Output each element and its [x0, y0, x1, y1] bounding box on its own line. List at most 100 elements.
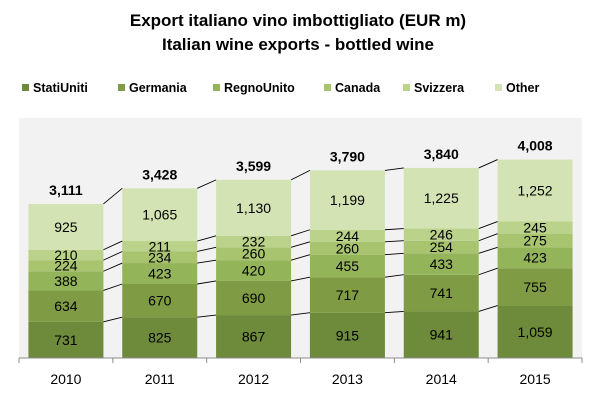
connector-line — [197, 280, 217, 285]
connector-line — [478, 305, 498, 312]
connector-line — [478, 267, 498, 276]
data-label-svizzera-2013: 244 — [336, 228, 360, 244]
bar-segment-other-2011 — [122, 188, 198, 242]
bar-segment-canada-2011 — [122, 251, 198, 264]
legend-swatch-regnounito — [213, 84, 220, 91]
connector-line — [103, 316, 123, 323]
legend-label-canada: Canada — [335, 81, 381, 95]
bar-segment-regnounito-2012 — [216, 260, 292, 281]
bar-segment-other-2010 — [28, 203, 104, 250]
total-label-2012: 3,599 — [236, 158, 271, 174]
data-label-regnounito-2013: 455 — [336, 258, 360, 274]
x-tick-label-2015: 2015 — [520, 371, 551, 387]
bar-segment-canada-2013 — [309, 241, 385, 255]
bar-segment-statiuniti-2012 — [216, 315, 292, 358]
data-label-svizzera-2012: 232 — [242, 234, 266, 250]
bar-segment-statiuniti-2011 — [122, 317, 198, 358]
data-label-germania-2011: 670 — [148, 293, 172, 309]
data-label-statiuniti-2013: 915 — [336, 327, 360, 343]
bar-segment-canada-2014 — [403, 240, 479, 254]
x-tick-label-2013: 2013 — [332, 371, 363, 387]
bar-segment-svizzera-2011 — [122, 241, 198, 252]
data-label-germania-2014: 741 — [430, 285, 454, 301]
data-label-canada-2015: 275 — [523, 232, 547, 248]
bar-segment-other-2012 — [216, 179, 292, 236]
bar-segment-other-2015 — [497, 159, 573, 222]
connector-line — [103, 251, 123, 261]
connector-line — [384, 252, 404, 256]
connector-line — [290, 254, 311, 261]
bar-segment-regnounito-2013 — [309, 254, 385, 278]
data-label-canada-2012: 260 — [242, 246, 266, 262]
bar-segment-canada-2012 — [216, 247, 292, 261]
connector-line — [478, 221, 498, 229]
bar-segment-germania-2012 — [216, 280, 292, 316]
connector-line — [290, 169, 311, 181]
data-label-statiuniti-2010: 731 — [54, 332, 78, 348]
connector-line — [291, 312, 310, 316]
data-label-canada-2014: 254 — [430, 239, 454, 255]
connector-line — [384, 167, 404, 171]
total-label-2010: 3,111 — [49, 182, 83, 198]
bar-segment-regnounito-2011 — [122, 263, 198, 284]
legend-label-svizzera: Svizzera — [414, 81, 465, 95]
x-tick-label-2014: 2014 — [426, 371, 457, 387]
data-label-other-2015: 1,252 — [518, 183, 553, 199]
data-label-other-2013: 1,199 — [330, 192, 365, 208]
bar-segment-germania-2013 — [309, 277, 385, 313]
data-label-canada-2010: 224 — [54, 258, 78, 274]
bar-segment-svizzera-2014 — [403, 228, 479, 241]
data-label-regnounito-2010: 388 — [54, 273, 78, 289]
connector-line — [197, 314, 217, 318]
legend-swatch-svizzera — [403, 84, 410, 91]
legend-label-statiuniti: StatiUniti — [33, 81, 88, 95]
connector-line — [103, 262, 123, 272]
connector-line — [290, 276, 311, 282]
connector-line — [197, 259, 217, 264]
plot-area — [19, 118, 582, 358]
bar-segment-svizzera-2012 — [216, 235, 292, 248]
bar-segment-germania-2014 — [403, 274, 479, 312]
bar-segment-germania-2015 — [497, 268, 573, 306]
data-label-regnounito-2015: 423 — [523, 250, 547, 266]
bar-segment-canada-2010 — [28, 260, 104, 272]
data-label-germania-2013: 717 — [336, 287, 360, 303]
bar-segment-germania-2011 — [122, 283, 198, 318]
data-label-other-2012: 1,130 — [236, 200, 271, 216]
legend-label-germania: Germania — [129, 81, 188, 95]
connector-line — [478, 233, 498, 242]
bar-segment-other-2013 — [309, 170, 385, 230]
legend-swatch-canada — [324, 84, 331, 91]
bar-segment-canada-2015 — [497, 233, 573, 248]
total-label-2015: 4,008 — [518, 138, 553, 154]
data-label-other-2010: 925 — [54, 219, 78, 235]
connector-line — [197, 235, 217, 242]
legend-swatch-statiuniti — [22, 84, 29, 91]
connector-line — [103, 240, 123, 251]
legend: StatiUniti Germania RegnoUnito Canada Svizze… — [22, 81, 539, 95]
bar-segment-statiuniti-2010 — [28, 321, 104, 358]
bar-segment-regnounito-2014 — [403, 253, 479, 275]
bar-segment-other-2014 — [403, 167, 479, 229]
data-label-other-2011: 1,065 — [142, 207, 177, 223]
legend-label-other: Other — [506, 81, 539, 95]
connector-line — [384, 228, 404, 231]
connector-line — [384, 310, 404, 314]
x-axis: 2010 2011 2012 2013 2014 2015 — [18, 357, 583, 387]
total-label-2014: 3,840 — [424, 146, 459, 162]
bar-segment-svizzera-2010 — [28, 249, 104, 261]
bar-segment-regnounito-2015 — [497, 247, 573, 269]
data-label-germania-2015: 755 — [523, 279, 547, 295]
total-label-2011: 3,428 — [142, 166, 177, 182]
x-tick-label-2010: 2010 — [50, 371, 81, 387]
data-label-germania-2010: 634 — [54, 298, 78, 314]
data-label-statiuniti-2012: 867 — [242, 329, 266, 345]
connector-line — [290, 241, 311, 248]
labels-group: 7316343882242109253,1118256704232342111,… — [49, 138, 553, 348]
chart-subtitle: Italian wine exports - bottled wine — [162, 35, 434, 54]
data-label-regnounito-2014: 433 — [430, 256, 454, 272]
connector-line — [197, 179, 217, 189]
data-label-regnounito-2011: 423 — [148, 266, 172, 282]
